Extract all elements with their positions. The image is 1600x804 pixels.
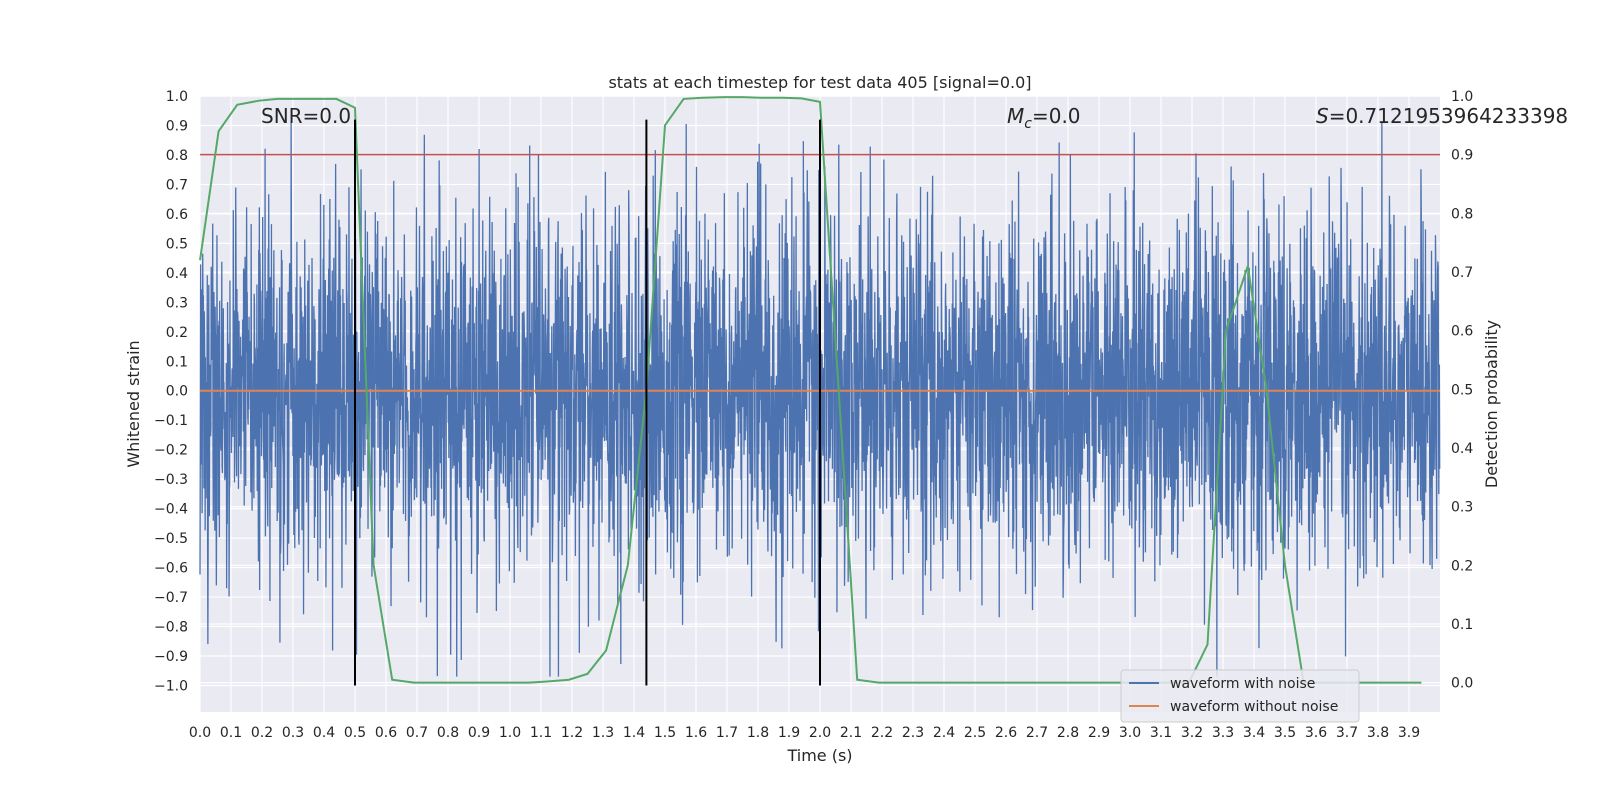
y2-tick-label: 0.9 xyxy=(1451,148,1473,164)
y-tick-label: −0.8 xyxy=(154,620,188,636)
y-tick-label: 0.0 xyxy=(166,384,188,400)
x-tick-label: 2.9 xyxy=(1088,725,1110,741)
y-axis-label: Whitened strain xyxy=(124,340,143,467)
mc-value: =0.0 xyxy=(1032,104,1081,128)
y-tick-label: −0.2 xyxy=(154,443,188,459)
y-tick-label: 0.2 xyxy=(166,325,188,341)
y-tick-label: −0.1 xyxy=(154,413,188,429)
y-tick-label: 0.6 xyxy=(166,207,188,223)
y-tick-label: −1.0 xyxy=(154,678,188,694)
x-tick-label: 2.3 xyxy=(902,725,924,741)
x-tick-label: 2.7 xyxy=(1026,725,1048,741)
x-tick-label: 3.9 xyxy=(1398,725,1420,741)
x-tick-label: 0.7 xyxy=(406,725,428,741)
x-tick-label: 1.1 xyxy=(530,725,552,741)
mc-annotation: Mc=0.0 xyxy=(1007,104,1081,132)
x-tick-label: 2.4 xyxy=(933,725,955,741)
x-tick-labels: 0.0 0.1 0.2 0.3 0.4 0.5 0.6 0.7 0.8 0.9 1.0 1.1 1.2 1… xyxy=(189,725,1420,741)
x-tick-label: 3.4 xyxy=(1243,725,1265,741)
y-tick-label: 1.0 xyxy=(166,89,188,105)
y2-tick-label: 0.1 xyxy=(1451,617,1473,633)
x-tick-label: 0.1 xyxy=(220,725,242,741)
x-tick-label: 3.3 xyxy=(1212,725,1234,741)
y2-axis-label: Detection probability xyxy=(1482,320,1501,488)
y-tick-label: 0.9 xyxy=(166,118,188,134)
x-tick-label: 2.2 xyxy=(871,725,893,741)
s-annotation: S=0.7121953964233398 xyxy=(1316,104,1568,128)
y-tick-label: −0.7 xyxy=(154,590,188,606)
s-symbol: S xyxy=(1316,104,1329,128)
x-tick-label: 0.3 xyxy=(282,725,304,741)
x-tick-label: 2.5 xyxy=(964,725,986,741)
y2-tick-label: 0.2 xyxy=(1451,558,1473,574)
x-tick-label: 1.7 xyxy=(716,725,738,741)
y-tick-label: 0.7 xyxy=(166,177,188,193)
y-tick-label: −0.4 xyxy=(154,502,188,518)
legend-label-waveform-without-noise: waveform without noise xyxy=(1170,699,1338,715)
x-tick-label: 1.0 xyxy=(499,725,521,741)
x-tick-label: 0.4 xyxy=(313,725,335,741)
x-tick-label: 2.1 xyxy=(840,725,862,741)
x-tick-label: 1.4 xyxy=(623,725,645,741)
x-tick-label: 3.2 xyxy=(1181,725,1203,741)
x-tick-label: 1.3 xyxy=(592,725,614,741)
y-tick-label: −0.3 xyxy=(154,472,188,488)
y2-tick-label: 0.0 xyxy=(1451,676,1473,692)
y-tick-label: −0.9 xyxy=(154,649,188,665)
snr-annotation: SNR=0.0 xyxy=(261,104,351,128)
legend-box xyxy=(1120,669,1360,723)
x-tick-label: 1.8 xyxy=(747,725,769,741)
x-tick-label: 3.8 xyxy=(1367,725,1389,741)
x-tick-label: 1.6 xyxy=(685,725,707,741)
series-layer xyxy=(199,96,1441,686)
y2-tick-label: 0.3 xyxy=(1451,500,1473,516)
x-tick-label: 1.9 xyxy=(778,725,800,741)
x-tick-label: 0.9 xyxy=(468,725,490,741)
y-tick-label: 0.8 xyxy=(166,148,188,164)
y-tick-label: 0.3 xyxy=(166,295,188,311)
legend: waveform with noise waveform without noi… xyxy=(1120,669,1360,723)
x-tick-label: 2.6 xyxy=(995,725,1017,741)
x-tick-label: 2.0 xyxy=(809,725,831,741)
x-tick-label: 1.2 xyxy=(561,725,583,741)
series-detection-probability xyxy=(199,96,1422,684)
x-tick-label: 0.2 xyxy=(251,725,273,741)
y2-tick-label: 1.0 xyxy=(1451,89,1473,105)
x-tick-label: 0.5 xyxy=(344,725,366,741)
s-value: =0.7121953964233398 xyxy=(1329,104,1568,128)
x-tick-label: 2.8 xyxy=(1057,725,1079,741)
y-tick-labels: 1.0 0.9 0.8 0.7 0.6 0.5 0.4 0.3 0.2 0.1 0.0 −0.1 −0.… xyxy=(154,89,188,694)
x-tick-label: 0.8 xyxy=(437,725,459,741)
y-tick-label: 0.4 xyxy=(166,266,188,282)
x-tick-label: 3.7 xyxy=(1336,725,1358,741)
x-tick-label: 0.0 xyxy=(189,725,211,741)
x-axis-label: Time (s) xyxy=(786,746,852,765)
y2-tick-label: 0.4 xyxy=(1451,441,1473,457)
y-tick-label: 0.1 xyxy=(166,354,188,370)
x-tick-label: 0.6 xyxy=(375,725,397,741)
mc-subscript: c xyxy=(1024,116,1032,132)
y2-tick-label: 0.7 xyxy=(1451,265,1473,281)
x-tick-label: 1.5 xyxy=(654,725,676,741)
mc-symbol: M xyxy=(1007,104,1024,128)
y-tick-label: 0.5 xyxy=(166,236,188,252)
y2-tick-label: 0.6 xyxy=(1451,324,1473,340)
chart-title: stats at each timestep for test data 405… xyxy=(608,73,1031,92)
y2-tick-label: 0.8 xyxy=(1451,206,1473,222)
x-tick-label: 3.1 xyxy=(1150,725,1172,741)
y-tick-label: −0.5 xyxy=(154,531,188,547)
y2-tick-label: 0.5 xyxy=(1451,382,1473,398)
x-tick-label: 3.6 xyxy=(1305,725,1327,741)
x-tick-label: 3.5 xyxy=(1274,725,1296,741)
legend-label-waveform-with-noise: waveform with noise xyxy=(1170,676,1315,692)
y2-tick-labels: 1.0 0.9 0.8 0.7 0.6 0.5 0.4 0.3 0.2 0.1 0.0 xyxy=(1451,89,1473,692)
x-tick-label: 3.0 xyxy=(1119,725,1141,741)
y-tick-label: −0.6 xyxy=(154,561,188,577)
